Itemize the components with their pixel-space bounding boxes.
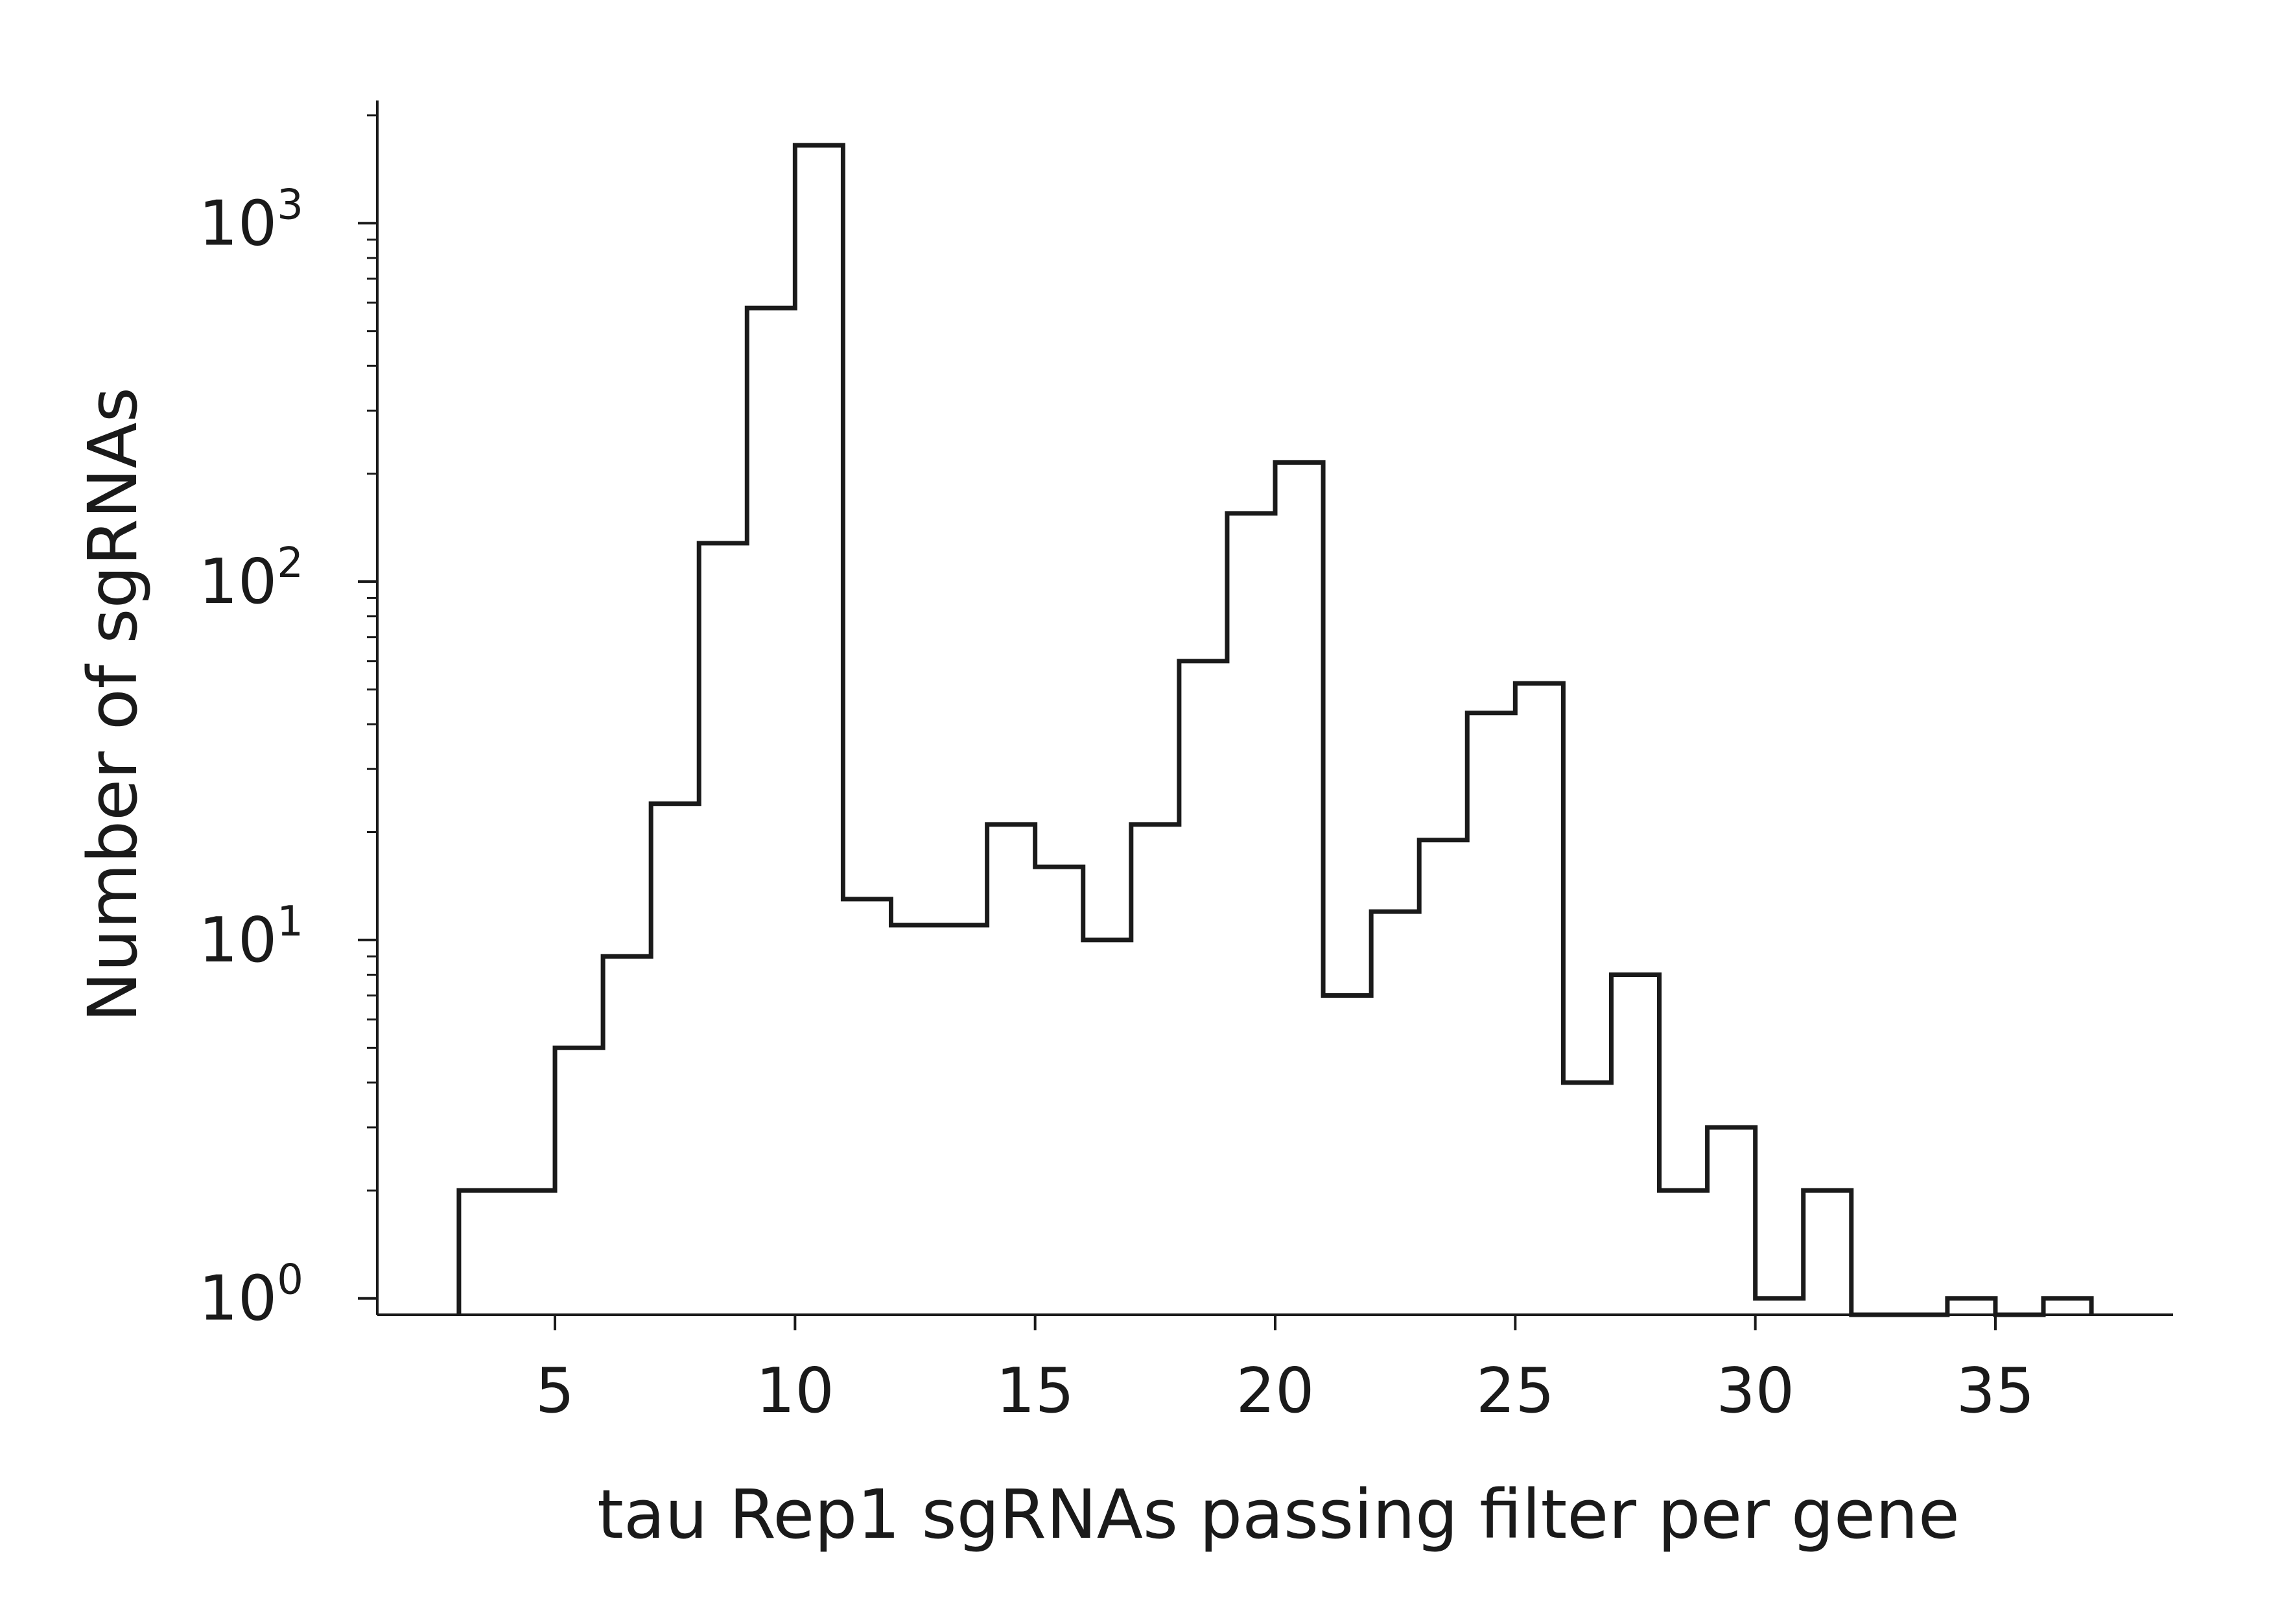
histogram-bin xyxy=(555,1048,603,1315)
y-tick-label: 101 xyxy=(198,898,303,976)
histogram-bin xyxy=(603,956,651,1315)
histogram-bin xyxy=(1563,1083,1611,1315)
histogram-bin xyxy=(1660,1190,1708,1315)
y-major-ticks: 100 101 102 103 xyxy=(198,181,377,1335)
x-axis-label: tau Rep1 sgRNAs passing filter per gene xyxy=(597,1475,1960,1554)
histogram-bin xyxy=(1611,974,1659,1315)
x-tick-label: 5 xyxy=(535,1356,574,1427)
y-tick-label: 102 xyxy=(198,539,303,618)
x-tick-label: 25 xyxy=(1476,1356,1555,1427)
x-tick-label: 30 xyxy=(1716,1356,1794,1427)
x-ticks: 5 10 15 20 25 30 35 xyxy=(535,1315,2035,1427)
histogram-bin xyxy=(1083,940,1131,1315)
x-tick-label: 15 xyxy=(996,1356,1074,1427)
histogram-bin xyxy=(459,1190,507,1315)
histogram-bin xyxy=(507,1190,555,1315)
histogram-bin xyxy=(1708,1127,1756,1315)
histogram-bin xyxy=(747,308,795,1315)
histogram-bin xyxy=(843,899,891,1315)
histogram-bin xyxy=(1515,683,1563,1315)
histogram-bin xyxy=(1035,867,1083,1315)
histogram-bin xyxy=(891,925,939,1315)
histogram-bin xyxy=(1371,912,1419,1315)
histogram-bin xyxy=(1467,713,1515,1315)
y-tick-label: 100 xyxy=(198,1256,303,1335)
histogram-bin xyxy=(1323,996,1371,1315)
histogram-bin xyxy=(1804,1190,1852,1315)
histogram-bin xyxy=(1179,661,1227,1315)
histogram-bin xyxy=(1227,513,1275,1315)
y-axis-label: Number of sgRNAs xyxy=(73,387,152,1022)
histogram-bin xyxy=(1131,825,1179,1315)
histogram-bin xyxy=(939,925,987,1315)
histogram-bin xyxy=(2043,1299,2091,1315)
histogram-bins xyxy=(459,145,2091,1315)
histogram-bin xyxy=(1947,1299,1995,1315)
histogram-bin xyxy=(699,543,747,1315)
histogram-bin xyxy=(987,825,1035,1315)
histogram-bin xyxy=(1756,1299,1804,1315)
histogram-step-line xyxy=(456,143,2094,1317)
histogram-bin xyxy=(651,804,699,1315)
y-minor-ticks xyxy=(367,114,377,1192)
x-tick-label: 10 xyxy=(756,1356,834,1427)
x-tick-label: 20 xyxy=(1236,1356,1315,1427)
y-tick-label: 103 xyxy=(198,181,303,259)
x-tick-label: 35 xyxy=(1957,1356,2035,1427)
histogram-bin xyxy=(1275,462,1323,1315)
histogram-bin xyxy=(1419,840,1467,1315)
histogram-bin xyxy=(795,145,843,1315)
